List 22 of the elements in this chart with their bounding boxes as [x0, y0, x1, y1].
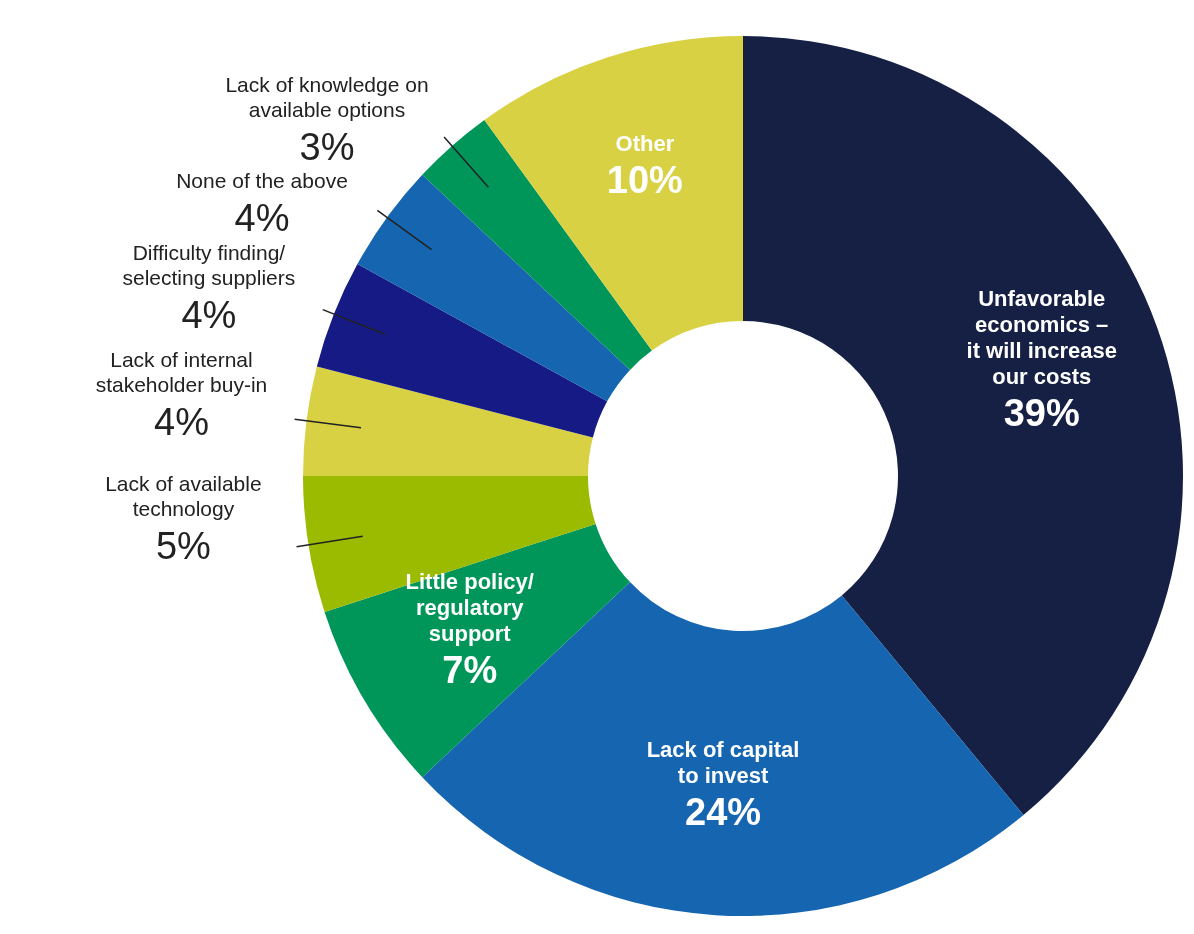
- slice-label: Lack of capital to invest: [646, 736, 800, 788]
- data-label: 3%: [299, 125, 355, 168]
- slice-label: Lack of available technology: [105, 471, 262, 520]
- data-label: 4%: [234, 197, 290, 240]
- slice-label: Little policy/ regulatory support: [405, 568, 534, 646]
- data-label: 4%: [181, 294, 237, 337]
- data-label: 7%: [442, 648, 498, 691]
- data-label: 5%: [155, 524, 211, 567]
- donut-slice: [324, 523, 631, 778]
- slice-label: Lack of knowledge on available options: [225, 72, 429, 121]
- data-label: 10%: [606, 159, 683, 202]
- data-label: 39%: [1003, 392, 1080, 435]
- donut-slice: [316, 264, 608, 438]
- slice-label: Difficulty finding/ selecting suppliers: [122, 241, 296, 290]
- data-label: 24%: [685, 790, 762, 833]
- donut-slice: [484, 36, 743, 351]
- slice-label: Unfavorable economics – it will increase our costs: [966, 286, 1117, 390]
- data-label: 4%: [154, 400, 209, 443]
- slice-label: Lack of internal stakeholder buy-in: [95, 347, 268, 396]
- slice-label: Other: [615, 131, 675, 157]
- slice-label: None of the above: [176, 169, 348, 193]
- donut-slice: [303, 366, 593, 476]
